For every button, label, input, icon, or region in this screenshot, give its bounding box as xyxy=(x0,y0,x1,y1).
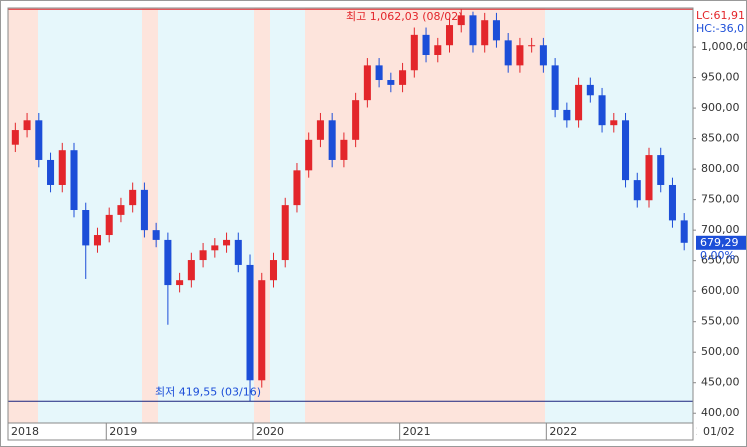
y-tick-label: 900,00 xyxy=(701,101,740,114)
candle-body xyxy=(434,45,442,55)
candle-body xyxy=(610,120,618,126)
candle-body xyxy=(551,65,559,110)
y-tick-label: 550,00 xyxy=(701,315,740,328)
lc-label: LC:61,91 xyxy=(696,9,745,22)
candle-body xyxy=(152,230,160,240)
bands xyxy=(8,8,693,423)
candle-body xyxy=(281,205,289,261)
candle-body xyxy=(70,150,78,211)
candle-body xyxy=(363,65,371,101)
last-price-label: 679,29 xyxy=(700,236,739,249)
candle-body xyxy=(481,20,489,46)
candle-body xyxy=(234,239,242,265)
candle-body xyxy=(528,45,536,47)
candle-body xyxy=(340,139,348,160)
y-tick-label: 600,00 xyxy=(701,284,740,297)
candle-body xyxy=(539,45,547,66)
candle-body xyxy=(11,130,19,145)
candle-body xyxy=(422,34,430,55)
y-tick-label: 450,00 xyxy=(701,376,740,389)
y-tick-label: 800,00 xyxy=(701,162,740,175)
candle-body xyxy=(352,100,360,140)
high-label: 최고 1,062,03 (08/02) xyxy=(346,10,463,23)
candle-body xyxy=(82,210,90,246)
candle-body xyxy=(58,150,66,185)
candle-body xyxy=(575,84,583,121)
candle-body xyxy=(387,80,395,85)
candle-body xyxy=(305,139,313,171)
x-axis: 2018 2019 2020 2021 2022 2023 xyxy=(7,423,724,440)
candle-body xyxy=(586,84,594,96)
candle-body xyxy=(117,205,125,215)
low-label: 최저 419,55 (03/16) xyxy=(155,385,261,398)
date-label: 01/02 xyxy=(703,425,735,438)
x-tick-label: 2023 xyxy=(696,425,724,438)
y-tick-label: 700,00 xyxy=(701,223,740,236)
y-tick-label: 500,00 xyxy=(701,345,740,358)
candle-body xyxy=(176,280,184,286)
candle-body xyxy=(258,280,266,381)
change-label: 0,00% xyxy=(700,249,735,262)
candle-body xyxy=(47,159,55,185)
y-tick-label: 400,00 xyxy=(701,406,740,419)
candle-body xyxy=(492,20,500,41)
x-tick-label: 2021 xyxy=(403,425,431,438)
last-price-box xyxy=(696,235,746,250)
y-tick-label: 650,00 xyxy=(701,254,740,267)
hc-label: HC:-36,0 xyxy=(696,22,744,35)
candle-body xyxy=(668,184,676,221)
candle-body xyxy=(657,155,665,185)
candle-body xyxy=(516,45,524,66)
candle-body xyxy=(410,34,418,71)
x-tick-label: 2020 xyxy=(256,425,284,438)
candle-body xyxy=(269,260,278,281)
x-tick-label: 2019 xyxy=(109,425,137,438)
candle-body xyxy=(633,180,641,201)
candle-body xyxy=(140,189,148,231)
candle-body xyxy=(316,120,324,140)
candle-body xyxy=(622,120,630,181)
candle-body xyxy=(504,40,512,66)
y-tick-label: 950,00 xyxy=(701,71,740,84)
candle-body xyxy=(246,264,254,381)
plot xyxy=(8,8,693,402)
candle-body xyxy=(164,239,172,286)
plot-border xyxy=(7,7,694,441)
x-tick-label: 2018 xyxy=(11,425,39,438)
candle-body xyxy=(23,120,31,131)
candle-body xyxy=(35,120,43,160)
candle-body xyxy=(199,250,207,261)
y-tick-label: 750,00 xyxy=(701,193,740,206)
candle-body xyxy=(399,70,407,85)
candle-body xyxy=(105,214,113,236)
candle-body xyxy=(129,189,137,206)
candle-body xyxy=(187,260,195,281)
candle-body xyxy=(469,15,477,46)
candle-body xyxy=(223,239,231,246)
y-tick-label: 850,00 xyxy=(701,132,740,145)
candle-body xyxy=(645,155,653,201)
candle-body xyxy=(375,65,383,81)
candle-body xyxy=(328,120,336,160)
candle-body xyxy=(93,235,101,246)
candle-body xyxy=(598,95,606,126)
candle-body xyxy=(293,170,301,206)
candle-body xyxy=(457,15,465,26)
x-tick-label: 2022 xyxy=(549,425,577,438)
candle-body xyxy=(680,220,688,243)
candle-body xyxy=(563,109,571,121)
candle-body xyxy=(445,25,454,46)
y-tick-label: 1,000,00 xyxy=(701,40,747,53)
candle-body xyxy=(211,245,219,251)
